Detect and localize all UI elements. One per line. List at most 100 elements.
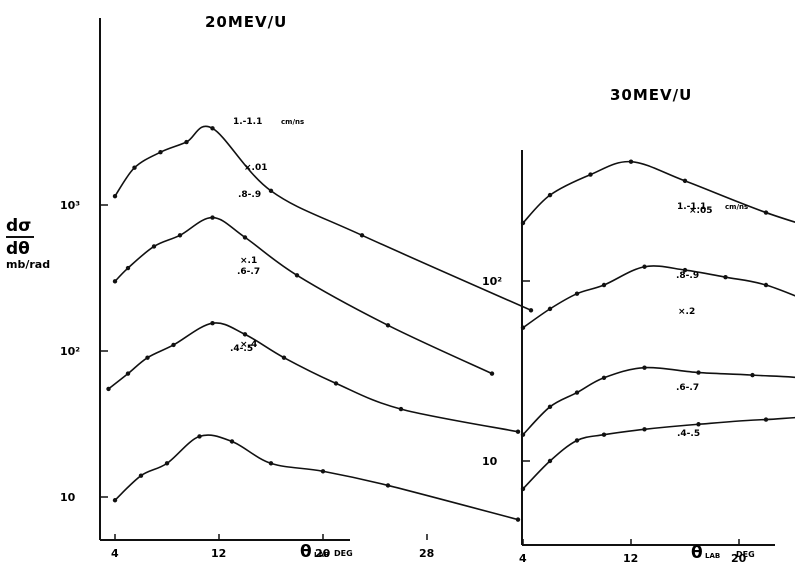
data-point: [359, 233, 365, 238]
series-label: .4-.5: [677, 429, 700, 439]
series-label: .8-.9: [676, 271, 699, 281]
data-point: [574, 390, 580, 395]
data-point: [184, 139, 189, 145]
data-point: [320, 469, 326, 474]
data-point: [574, 291, 580, 296]
data-point: [112, 193, 118, 199]
data-point: [642, 264, 647, 269]
data-point: [601, 282, 607, 288]
data-point: [281, 355, 287, 360]
data-point: [268, 461, 274, 466]
data-point: [164, 461, 170, 466]
data-point: [547, 458, 553, 464]
data-point: [385, 483, 391, 488]
data-point: [138, 473, 144, 478]
data-point: [268, 188, 274, 194]
data-point: [489, 371, 495, 376]
x-axis-label-30mev: θ LAB DEG: [691, 543, 755, 563]
data-point: [515, 517, 521, 522]
data-point: [197, 434, 202, 439]
data-point: [601, 375, 607, 380]
data-point: [145, 355, 150, 360]
data-point: [242, 332, 248, 337]
series-line: [114, 125, 532, 312]
data-point: [696, 370, 701, 375]
data-point: [333, 381, 339, 386]
data-point: [125, 371, 131, 376]
x-tick-label: 4: [111, 547, 119, 560]
series-label: .8-.9: [238, 190, 261, 200]
y-label-numerator: dσ: [6, 216, 31, 236]
data-point: [588, 172, 593, 177]
data-point: [385, 323, 391, 328]
scale-factor-label: ×.2: [678, 307, 695, 317]
x-label-subscript: LAB: [314, 551, 329, 559]
x-tick-label: 28: [419, 547, 434, 560]
data-point: [682, 178, 688, 184]
series-unit-label: cm/ns: [725, 203, 748, 211]
series-line: [114, 216, 493, 375]
data-point: [520, 325, 526, 330]
series-label: 1.-1.1: [677, 202, 706, 212]
y-tick-label: 10²: [482, 275, 502, 288]
y-tick-label: 10: [60, 491, 76, 504]
data-point: [515, 429, 521, 434]
data-point: [158, 149, 163, 155]
series-line: [108, 322, 519, 433]
y-tick-label: 10²: [60, 345, 80, 358]
x-tick-label: 12: [623, 552, 638, 565]
x-label-symbol: θ: [300, 542, 312, 562]
data-point: [642, 365, 647, 370]
data-point: [151, 244, 157, 249]
series-line: [522, 160, 795, 224]
x-label-subscript: LAB: [705, 552, 720, 560]
data-point: [682, 267, 688, 273]
data-point: [294, 273, 300, 278]
series-line: [522, 366, 795, 436]
data-point: [547, 404, 553, 410]
data-point: [229, 439, 235, 444]
series-label: .4-.5: [230, 344, 253, 354]
data-point: [696, 422, 701, 427]
data-point: [601, 432, 607, 437]
data-point: [125, 265, 131, 271]
data-point: [628, 159, 634, 164]
data-point: [210, 126, 215, 131]
data-point: [763, 417, 769, 422]
data-point: [723, 274, 728, 280]
data-point: [547, 306, 553, 312]
chart-panel-20mev: 20MEV/U 4 12 20 28 10 10² 10³ 1.-1.1 cm/ns .8-.9…: [60, 13, 534, 562]
x-tick-label: 20: [731, 552, 747, 565]
scale-factor-label: ×.05: [689, 206, 712, 216]
series-line: [522, 265, 795, 329]
data-point: [112, 279, 118, 284]
chart-title-20mev: 20MEV/U: [205, 13, 287, 31]
scale-factor-label: ×.1: [240, 256, 257, 266]
chart-title-30mev: 30MEV/U: [610, 86, 692, 104]
x-tick-label: 12: [211, 547, 226, 560]
data-point: [528, 308, 534, 313]
data-point: [642, 427, 647, 432]
data-point: [112, 498, 118, 503]
y-label-denominator: dθ: [6, 239, 30, 259]
data-point: [547, 192, 553, 198]
data-point: [132, 165, 137, 170]
series-unit-label: cm/ns: [281, 118, 304, 126]
x-axis-label-20mev: θ LAB DEG: [300, 542, 353, 562]
series-line: [522, 416, 795, 490]
y-tick-label: 10³: [60, 199, 80, 212]
data-point: [242, 235, 248, 240]
series-line: [114, 434, 519, 521]
data-point: [398, 406, 404, 412]
data-point: [210, 321, 215, 326]
data-point: [177, 233, 183, 238]
y-tick-label: 10: [482, 455, 498, 468]
x-label-unit: DEG: [736, 550, 755, 559]
scale-factor-label: ×.01: [244, 163, 267, 173]
scale-factor-label: ×.4: [240, 340, 257, 350]
marks-30mev: 1.-1.1 cm/ns .8-.9 .6-.7 .4-.5 ×.05 ×.2: [520, 159, 795, 492]
data-point: [210, 215, 215, 220]
x-label-symbol: θ: [691, 543, 703, 563]
